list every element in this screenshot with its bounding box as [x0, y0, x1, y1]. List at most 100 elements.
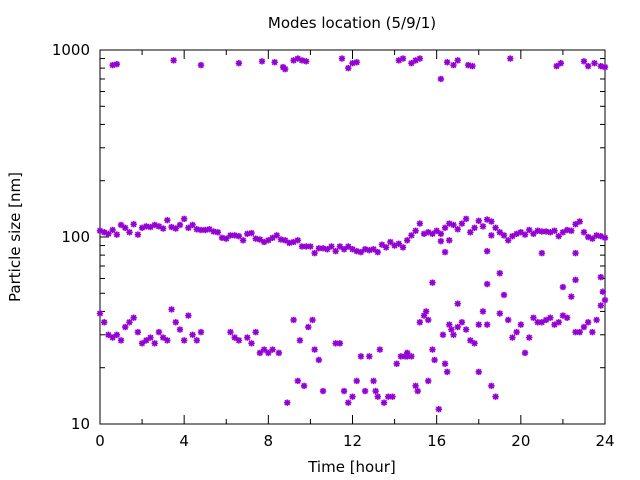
data-point: [412, 382, 419, 390]
y-tick-label: 10: [71, 415, 90, 433]
chart-title: Modes location (5/9/1): [268, 14, 436, 32]
data-point: [469, 62, 476, 70]
x-tick-label: 0: [95, 432, 105, 450]
data-point: [180, 215, 188, 223]
data-point: [117, 221, 125, 229]
data-point: [122, 323, 129, 331]
data-point: [555, 232, 562, 240]
data-point: [557, 59, 565, 67]
data-point: [130, 314, 137, 321]
data-point: [475, 321, 482, 328]
data-point: [408, 232, 415, 239]
data-point: [374, 393, 381, 400]
data-point: [294, 237, 301, 244]
data-point: [551, 227, 558, 234]
data-point: [109, 226, 116, 234]
data-point: [281, 237, 289, 244]
data-point: [471, 224, 478, 231]
data-point: [559, 283, 567, 291]
data-point: [239, 237, 247, 244]
data-point: [324, 246, 331, 253]
data-point: [357, 353, 365, 360]
data-point: [429, 346, 436, 353]
data-point: [345, 399, 352, 406]
data-point: [500, 291, 508, 299]
data-point: [496, 270, 503, 277]
data-point: [530, 314, 537, 321]
data-point: [296, 337, 304, 344]
data-point: [164, 337, 171, 344]
data-point: [101, 319, 108, 326]
x-tick-label: 20: [511, 432, 530, 450]
data-point: [416, 220, 424, 227]
data-point: [105, 331, 112, 338]
data-point: [538, 249, 546, 257]
data-point: [378, 241, 386, 248]
data-point: [599, 288, 607, 295]
data-point: [441, 248, 449, 256]
data-point: [370, 246, 377, 253]
data-point: [443, 59, 451, 66]
data-point: [189, 221, 196, 229]
data-point: [361, 387, 369, 395]
data-point: [580, 58, 588, 65]
data-point: [441, 224, 449, 231]
data-point: [422, 308, 430, 315]
data-point: [454, 323, 461, 331]
data-point: [475, 217, 482, 225]
data-point: [488, 218, 495, 225]
data-point: [448, 326, 455, 333]
data-point: [380, 399, 388, 406]
data-point: [389, 393, 396, 400]
data-point: [231, 334, 238, 341]
data-point: [526, 334, 533, 341]
y-axis-label: Particle size [nm]: [6, 172, 24, 302]
data-point: [517, 321, 525, 328]
data-point: [553, 62, 560, 70]
y-tick-label: 100: [61, 228, 90, 246]
data-point: [164, 216, 171, 224]
data-point: [505, 237, 512, 244]
x-tick-label: 4: [179, 432, 189, 450]
x-tick-label: 12: [343, 432, 362, 450]
data-point: [307, 243, 314, 250]
data-point: [281, 65, 289, 73]
data-point: [475, 368, 482, 376]
data-point: [168, 306, 175, 313]
data-point: [180, 337, 188, 344]
data-point: [376, 346, 384, 353]
y-tick-labels: 10 100 1000: [52, 41, 90, 433]
data-point: [349, 393, 356, 400]
data-point: [429, 279, 436, 286]
data-point: [521, 349, 529, 357]
data-point: [597, 273, 604, 281]
data-point: [435, 405, 442, 413]
data-point: [443, 368, 451, 376]
data-point: [269, 234, 276, 242]
data-point: [439, 331, 447, 338]
data-point: [185, 312, 192, 319]
data-point: [340, 246, 348, 253]
data-point: [96, 310, 104, 317]
y-tick-label: 1000: [52, 41, 90, 59]
data-point: [507, 55, 514, 62]
data-point: [122, 224, 129, 231]
data-point: [336, 243, 344, 250]
data-point: [176, 326, 184, 333]
data-point: [147, 334, 154, 341]
data-point: [593, 232, 600, 239]
data-point: [269, 346, 276, 353]
data-point: [414, 387, 421, 395]
data-point: [126, 319, 133, 326]
data-point: [580, 229, 588, 236]
data-point: [458, 220, 466, 227]
data-point: [425, 377, 432, 385]
data-point: [235, 232, 243, 240]
data-point: [193, 337, 200, 344]
data-point: [431, 356, 438, 364]
data-point: [353, 59, 360, 66]
data-point: [332, 247, 339, 255]
data-point: [597, 302, 604, 309]
data-point: [483, 321, 491, 328]
